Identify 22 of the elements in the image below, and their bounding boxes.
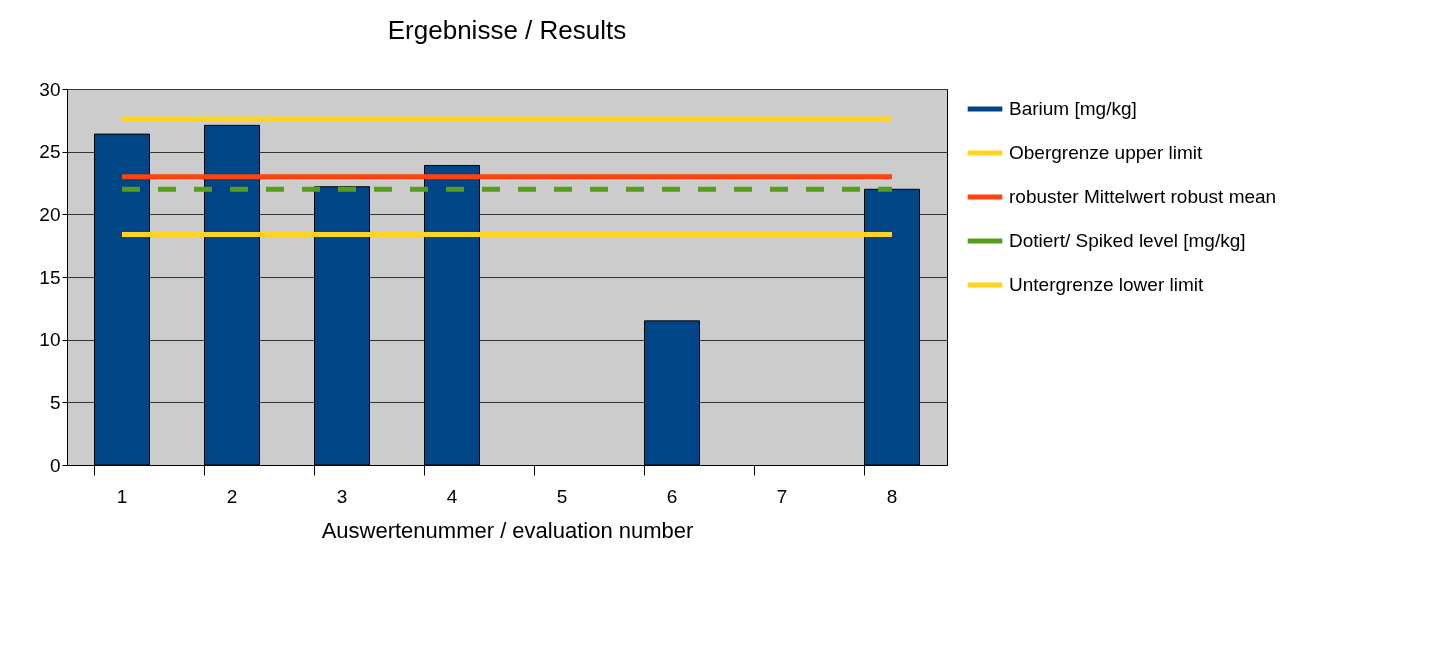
- y-tick-label: 15: [39, 266, 61, 288]
- x-tick-label: 8: [886, 485, 898, 507]
- y-tick-label: 30: [39, 78, 61, 100]
- chart-title: Ergebnisse / Results: [387, 15, 627, 45]
- x-tick-label: 3: [336, 485, 348, 507]
- y-tick-label: 20: [39, 203, 61, 225]
- x-tick-label: 7: [776, 485, 788, 507]
- x-tick-label: 6: [666, 485, 678, 507]
- y-tick-label: 0: [49, 454, 61, 476]
- legend-label: Obergrenze upper limit: [1009, 142, 1203, 163]
- legend-label: Untergrenze lower limit: [1009, 274, 1205, 295]
- x-axis-title: Auswertenummer / evaluation number: [321, 517, 694, 543]
- legend-label: Barium [mg/kg]: [1009, 98, 1137, 119]
- legend-label: robuster Mittelwert robust mean: [1009, 186, 1277, 207]
- x-tick-label: 1: [116, 485, 128, 507]
- y-tick-label: 10: [39, 329, 61, 351]
- x-tick-label: 2: [226, 485, 238, 507]
- x-tick-label: 4: [446, 485, 458, 507]
- y-tick-label: 25: [39, 141, 61, 163]
- legend-label: Dotiert/ Spiked level [mg/kg]: [1009, 230, 1246, 251]
- y-tick-label: 5: [49, 391, 61, 413]
- x-tick-label: 5: [556, 485, 568, 507]
